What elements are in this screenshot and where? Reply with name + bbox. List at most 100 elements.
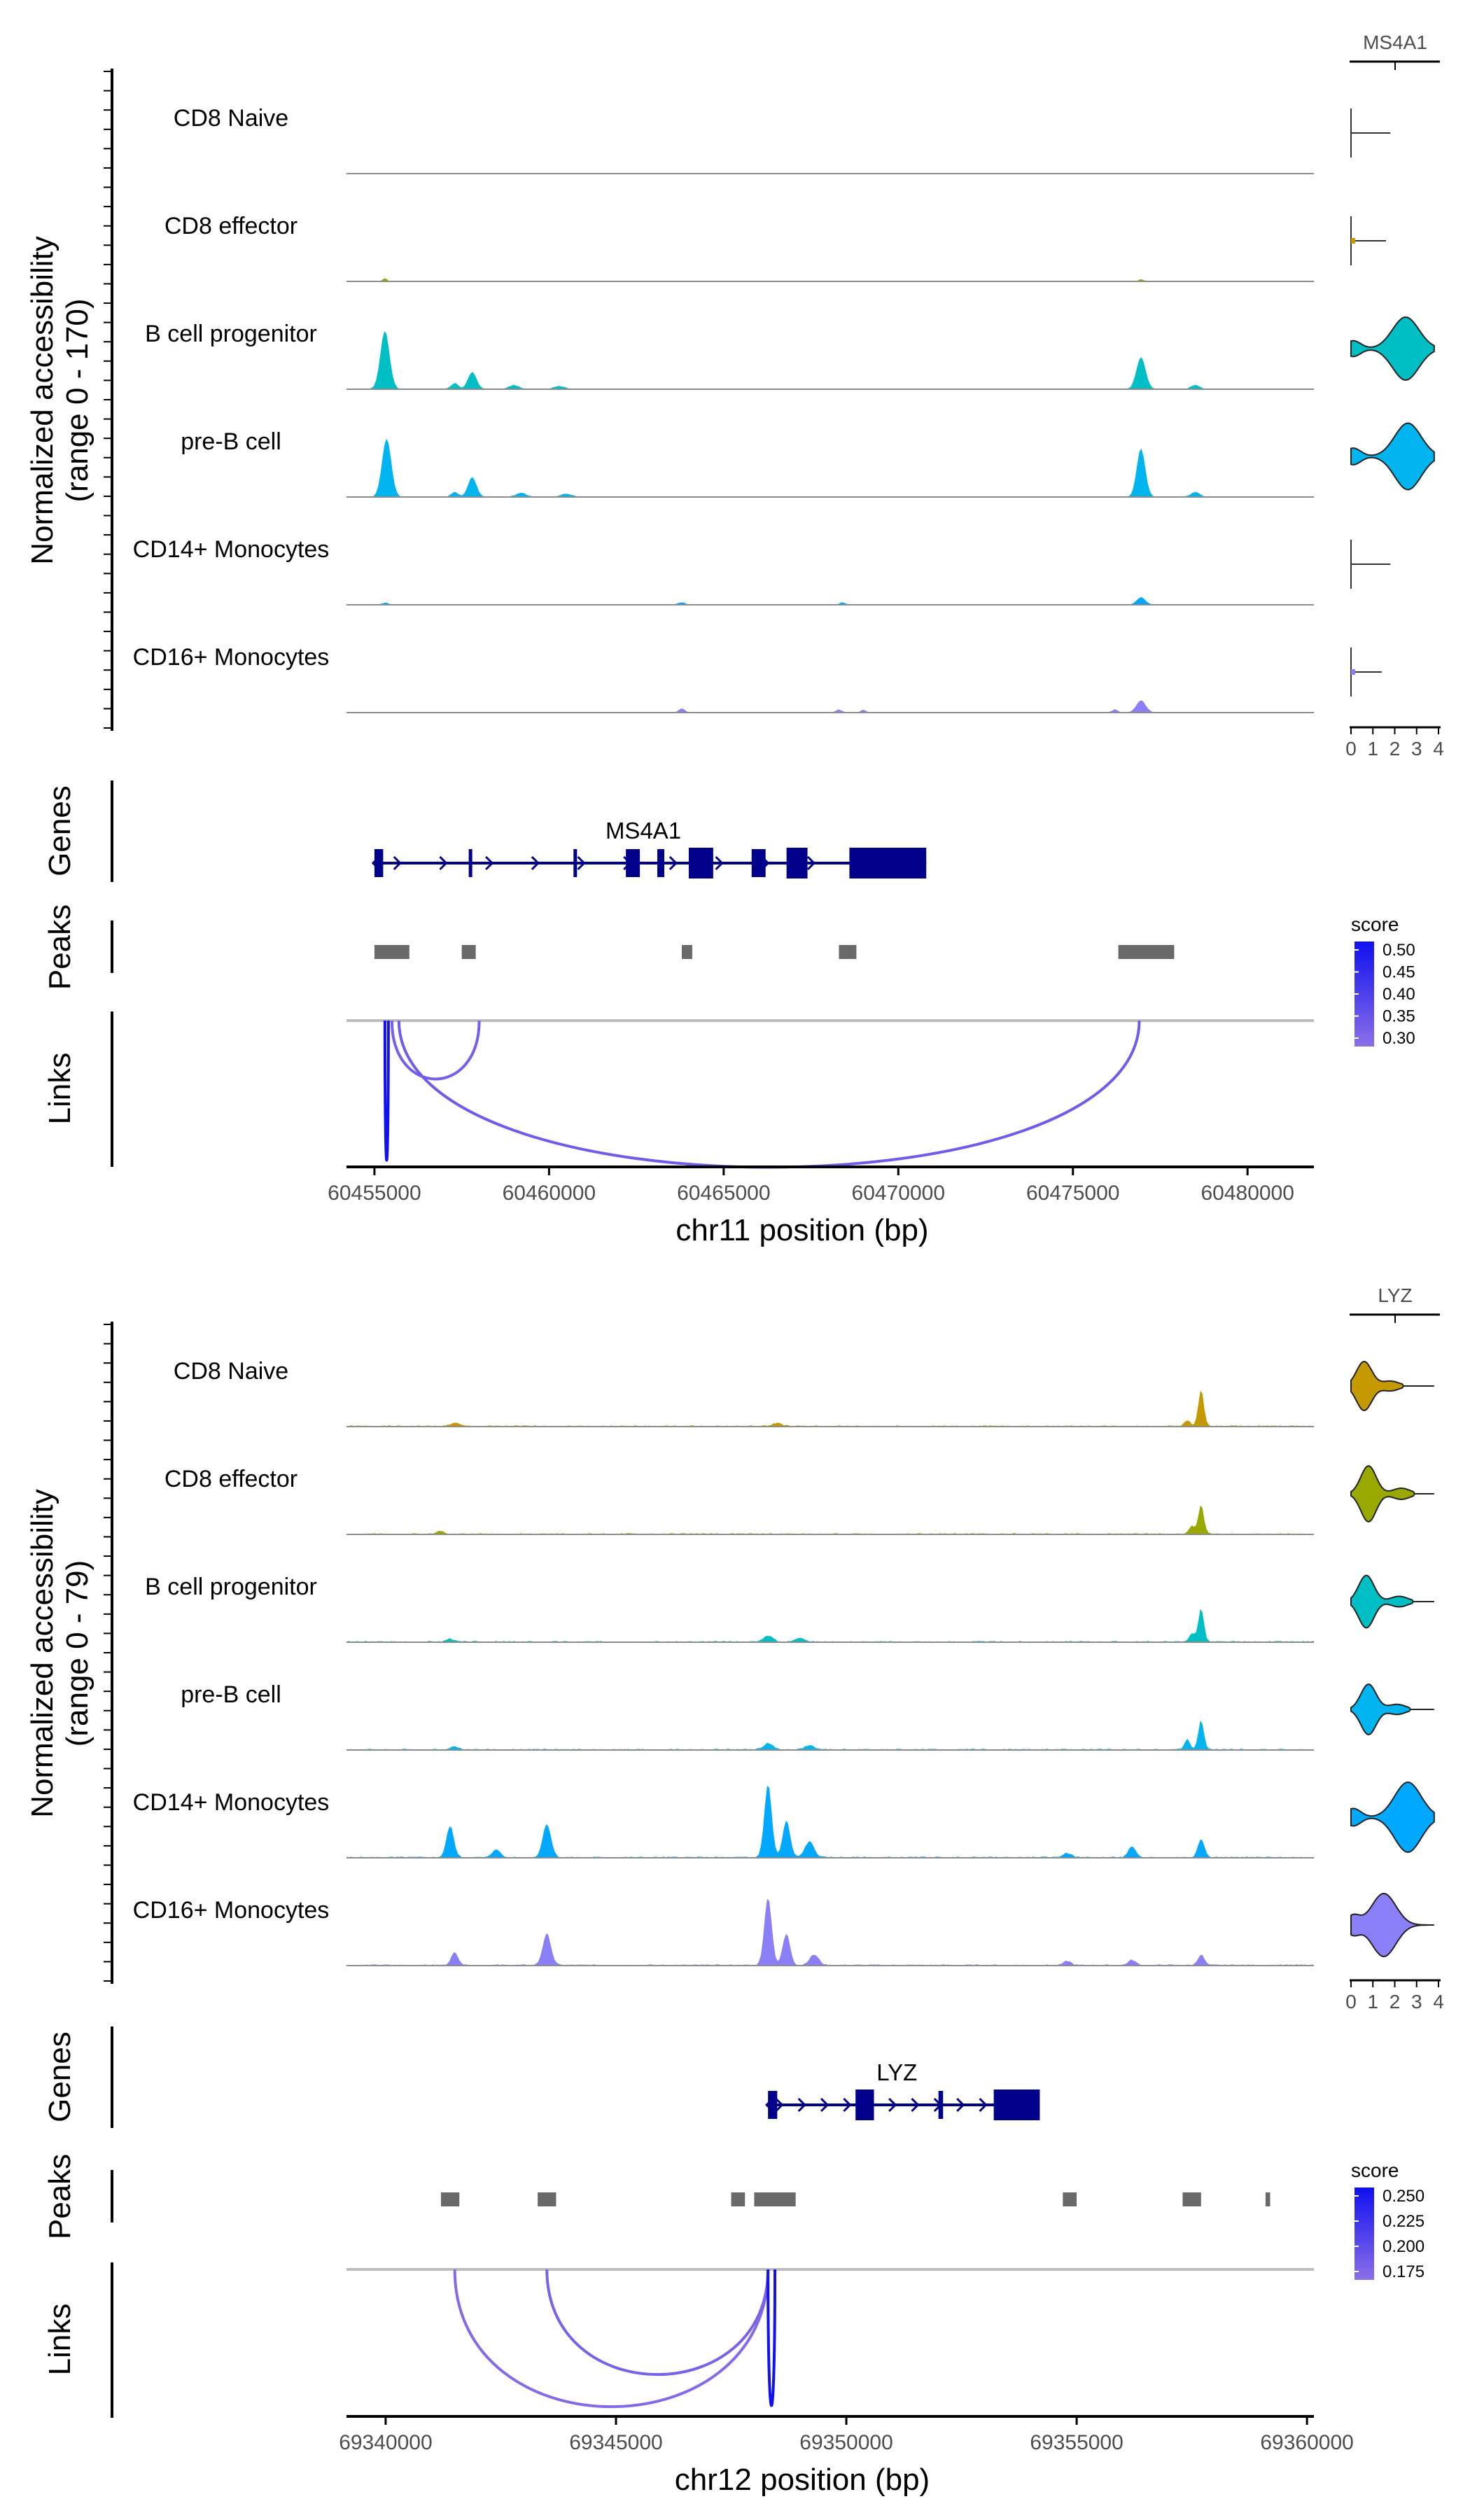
- legend-label: 0.175: [1382, 2262, 1424, 2281]
- links-track-title: Links: [43, 1053, 77, 1125]
- peak-region: [1265, 2192, 1270, 2206]
- strand-arrow: [1001, 2097, 1011, 2113]
- peak-region: [731, 2192, 746, 2206]
- strand-arrow: [577, 855, 586, 871]
- gene-exon: [768, 2091, 778, 2119]
- link-arc: [397, 1020, 1141, 1169]
- link-arc: [390, 1020, 481, 1081]
- link-arc: [383, 1020, 390, 1162]
- peak-region: [1118, 945, 1175, 959]
- track-label: pre-B cell: [181, 428, 281, 455]
- legend-title: score: [1351, 2160, 1399, 2181]
- gene-exon: [751, 849, 766, 877]
- violin-tick-label: 4: [1433, 1991, 1444, 2012]
- strand-arrow: [775, 2097, 784, 2113]
- violin-tick-label: 0: [1345, 1991, 1357, 2012]
- coverage-area: [346, 331, 1314, 389]
- violin-shape: [1350, 1892, 1434, 1958]
- coverage-area: [346, 1390, 1314, 1427]
- violin-tick-label: 1: [1367, 1991, 1378, 2012]
- gene-exon: [573, 849, 578, 877]
- violin-tick-label: 1: [1367, 738, 1378, 760]
- track-label: CD14+ Monocytes: [133, 536, 330, 563]
- strand-arrow: [797, 2097, 806, 2113]
- strand-arrow: [623, 855, 632, 871]
- violin-tick-label: 2: [1390, 1991, 1401, 2012]
- coverage-area: [346, 1898, 1314, 1966]
- legend-label: 0.30: [1382, 1029, 1415, 1048]
- violin-title: LYZ: [1378, 1284, 1412, 1306]
- strand-arrow: [371, 855, 381, 872]
- violin-shape: [1351, 669, 1355, 675]
- legend-colorbar: [1354, 2188, 1374, 2280]
- gene-exon: [468, 849, 472, 877]
- strand-arrow: [485, 855, 494, 871]
- violin-shape: [1351, 238, 1355, 244]
- x-tick-label: 69340000: [339, 2431, 432, 2454]
- strand-arrow: [393, 855, 402, 871]
- genome-x-title: chr12 position (bp): [675, 2463, 930, 2497]
- gene-exon: [374, 849, 384, 877]
- x-tick-label: 60455000: [328, 1182, 421, 1205]
- peak-region: [839, 945, 857, 959]
- track-label: B cell progenitor: [145, 321, 317, 347]
- strand-arrow: [911, 2097, 920, 2113]
- legend-label: 0.50: [1382, 941, 1415, 960]
- strand-arrow: [715, 855, 724, 871]
- violin-tick-label: 0: [1345, 738, 1357, 760]
- peak-region: [754, 2192, 796, 2206]
- x-tick-label: 69350000: [799, 2431, 892, 2454]
- legend-title: score: [1351, 913, 1399, 935]
- violin-shape: [1350, 316, 1435, 381]
- strand-arrow: [865, 2097, 874, 2113]
- legend-label: 0.250: [1382, 2187, 1424, 2206]
- gene-name-label: LYZ: [876, 2059, 917, 2085]
- link-arc: [766, 2269, 777, 2407]
- coverage-y-range: (range 0 - 170): [60, 298, 94, 502]
- track-label: CD8 Naive: [174, 105, 288, 132]
- peak-region: [374, 945, 410, 959]
- coverage-area: [346, 596, 1314, 605]
- violin-shape: [1350, 422, 1435, 491]
- gene-exon: [657, 849, 665, 877]
- strand-arrow: [933, 2097, 942, 2113]
- link-arc: [545, 2269, 770, 2376]
- track-label: pre-B cell: [181, 1681, 281, 1708]
- strand-arrow: [853, 855, 862, 871]
- strand-arrow: [843, 2097, 852, 2113]
- gene-exon: [786, 848, 808, 878]
- strand-arrow: [1024, 2097, 1033, 2113]
- lyz-coverage-panel: Normalized accessibility (range 0 - 79) CD…: [25, 1284, 1444, 2497]
- strand-arrow: [820, 2097, 830, 2113]
- violin-tick-label: 3: [1411, 738, 1422, 760]
- track-label: CD16+ Monocytes: [133, 644, 330, 671]
- strand-arrow: [765, 2096, 775, 2113]
- link-arc: [453, 2269, 770, 2409]
- strand-arrow: [806, 855, 816, 871]
- peaks-track-title: Peaks: [43, 2154, 77, 2239]
- genome-x-title: chr11 position (bp): [676, 1213, 928, 1247]
- gene-exon: [849, 848, 927, 878]
- gene-exon: [626, 849, 640, 877]
- coverage-y-range: (range 0 - 79): [60, 1560, 94, 1747]
- violin-shape: [1350, 1465, 1434, 1522]
- x-tick-label: 60460000: [503, 1182, 596, 1205]
- ms4a1-coverage-panel: Normalized accessibility (range 0 - 170) C…: [25, 31, 1444, 1247]
- coverage-area: [346, 700, 1314, 713]
- gene-exon: [993, 2090, 1040, 2120]
- x-tick-label: 60465000: [677, 1182, 770, 1205]
- track-label: CD8 effector: [164, 1466, 298, 1492]
- peak-region: [1063, 2192, 1077, 2206]
- x-tick-label: 60480000: [1200, 1182, 1294, 1205]
- violin-shape: [1350, 1574, 1434, 1629]
- violin-tick-label: 2: [1390, 738, 1401, 760]
- track-label: CD14+ Monocytes: [133, 1789, 330, 1816]
- track-label: CD8 Naive: [174, 1358, 288, 1385]
- genes-track-title: Genes: [43, 2031, 77, 2122]
- coverage-area: [346, 1609, 1314, 1642]
- coverage-area: [346, 1720, 1314, 1750]
- x-tick-label: 69355000: [1030, 2431, 1123, 2454]
- violin-title: MS4A1: [1363, 31, 1427, 53]
- legend-label: 0.200: [1382, 2237, 1424, 2256]
- coverage-area: [346, 438, 1314, 497]
